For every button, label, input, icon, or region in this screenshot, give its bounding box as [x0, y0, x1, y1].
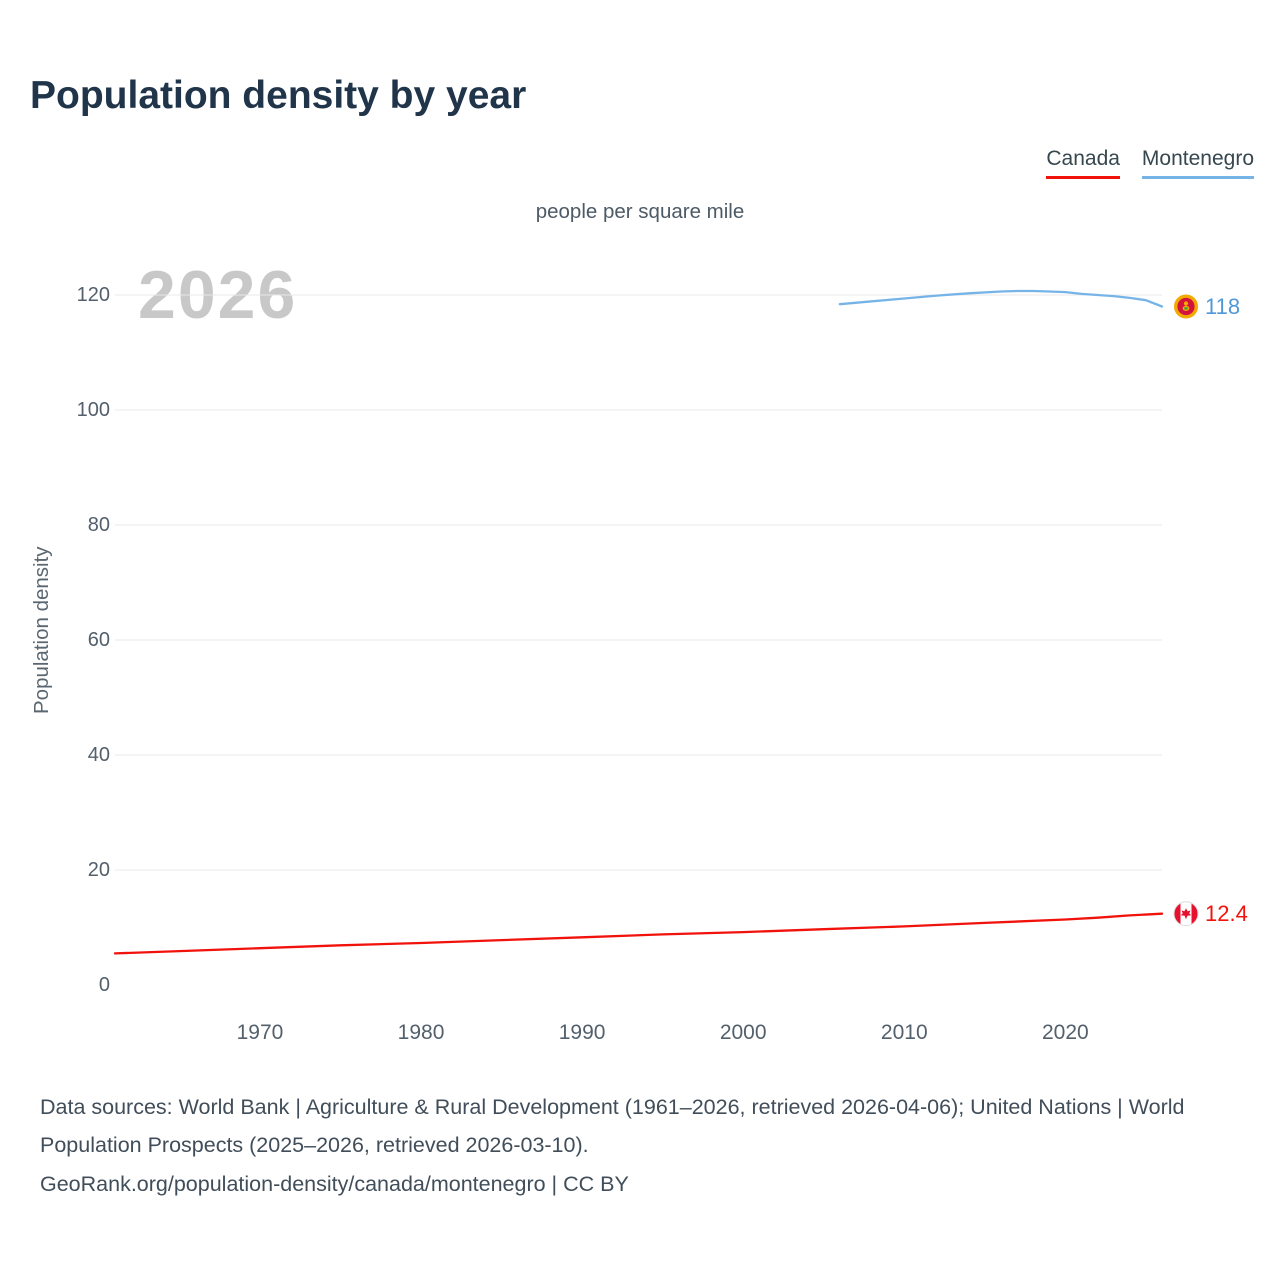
y-tick-label-100: 100 — [76, 399, 110, 421]
y-tick-label-120: 120 — [76, 284, 110, 306]
series-line-montenegro[interactable] — [838, 289, 1164, 308]
x-tick-label-2010: 2010 — [880, 1021, 928, 1044]
y-tick-label-40: 40 — [87, 744, 110, 766]
y-tick-label-0: 0 — [98, 974, 110, 996]
data-sources-text: Data sources: World Bank | Agriculture &… — [40, 1095, 1185, 1158]
x-tick-label-1990: 1990 — [558, 1021, 606, 1044]
y-tick-label-60: 60 — [87, 629, 110, 651]
legend-item-montenegro[interactable]: Montenegro — [1141, 147, 1254, 179]
x-tick-label-2020: 2020 — [1041, 1021, 1089, 1044]
y-tick-label-80: 80 — [87, 514, 110, 536]
end-value-montenegro: 118 — [1205, 293, 1241, 319]
end-value-canada: 12.4 — [1205, 900, 1248, 926]
chart-legend: Canada Montenegro — [1046, 147, 1254, 179]
attribution-link[interactable]: GeoRank.org/population-density/canada/mo… — [40, 1171, 629, 1196]
chart-subtitle: people per square mile — [535, 200, 745, 223]
y-tick-label-20: 20 — [87, 859, 110, 881]
montenegro-flag-marker[interactable] — [1173, 294, 1199, 319]
legend-item-canada[interactable]: Canada — [1046, 147, 1120, 179]
canada-flag-marker[interactable] — [1173, 901, 1199, 927]
page-title: Population density by year — [30, 74, 527, 117]
x-tick-label-1970: 1970 — [236, 1021, 284, 1044]
x-tick-label-1980: 1980 — [397, 1021, 445, 1044]
x-tick-label-2000: 2000 — [719, 1021, 767, 1044]
footer: Data sources: World Bank | Agriculture &… — [40, 1088, 1248, 1203]
series-line-canada[interactable] — [113, 912, 1164, 955]
